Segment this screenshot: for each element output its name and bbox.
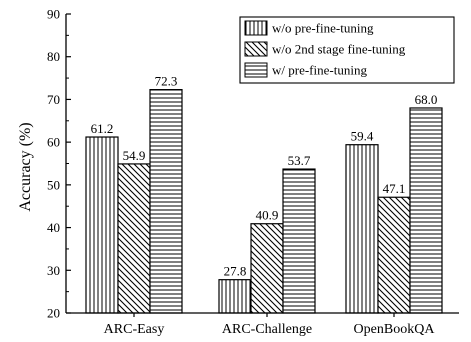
data-label: 27.8: [224, 264, 247, 279]
bar-3-openbookqa: [409, 107, 443, 314]
y-tick-label: 80: [47, 49, 60, 64]
y-tick-label: 40: [47, 220, 60, 235]
bar-3-arc-challenge: [282, 168, 316, 314]
x-tick-label: ARC-Challenge: [222, 322, 312, 337]
data-label: 54.9: [123, 148, 146, 163]
legend-swatch: [244, 62, 268, 78]
data-label: 40.9: [256, 208, 279, 223]
data-label: 53.7: [288, 153, 311, 168]
y-tick-label: 20: [47, 306, 60, 321]
bar-2-arc-easy: [117, 163, 151, 314]
y-tick-label: 50: [47, 177, 60, 192]
data-label: 61.2: [91, 121, 114, 136]
legend-label: w/o 2nd stage fine-tuning: [272, 42, 406, 57]
data-labels: 61.2 54.9 72.3 27.8 40.9 53.7 59.4 47.1 68.0: [91, 74, 438, 279]
y-axis-title: Accuracy (%): [17, 122, 34, 211]
data-label: 68.0: [415, 92, 438, 107]
axes: 20 30 40 50 60 70 80 90 ARC-Easy ARC-Challenge Ope…: [47, 7, 459, 337]
legend-swatch: [244, 41, 268, 57]
y-tick-label: 90: [47, 7, 60, 22]
bar-2-openbookqa: [377, 196, 411, 314]
data-label: 72.3: [155, 74, 178, 89]
bar-1-arc-easy: [85, 136, 119, 314]
legend-box: [239, 16, 455, 84]
legend-label: w/o pre-fine-tuning: [272, 21, 374, 36]
y-tick-label: 60: [47, 135, 60, 150]
bar-1-arc-challenge: [218, 279, 252, 314]
bar-3-arc-easy: [149, 89, 183, 314]
x-tick-label: ARC-Easy: [104, 322, 165, 337]
y-tick-label: 30: [47, 263, 60, 278]
bars: [85, 89, 443, 314]
x-tick-label: OpenBookQA: [354, 322, 436, 337]
data-label: 47.1: [383, 181, 406, 196]
legend-swatch: [244, 20, 268, 36]
y-tick-label: 70: [47, 92, 60, 107]
legend: w/o pre-fine-tuning w/o 2nd stage fine-tu…: [239, 16, 455, 84]
legend-label: w/ pre-fine-tuning: [272, 63, 367, 78]
bar-1-openbookqa: [345, 144, 379, 314]
bar-2-arc-challenge: [250, 223, 284, 314]
data-label: 59.4: [351, 129, 374, 144]
